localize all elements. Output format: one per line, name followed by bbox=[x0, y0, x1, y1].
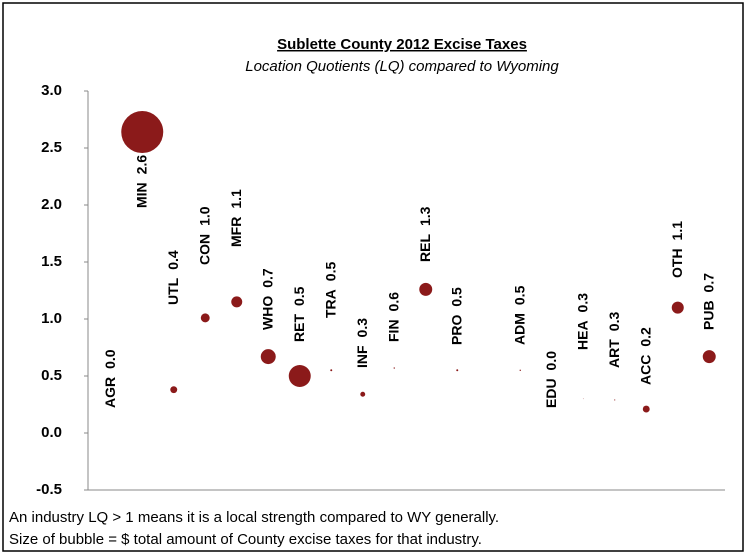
point-label: PRO 0.5 bbox=[448, 287, 464, 345]
point-label: RET 0.5 bbox=[290, 286, 306, 342]
category-label: HEA bbox=[574, 320, 590, 350]
category-label: PRO bbox=[448, 315, 464, 345]
category-label: PUB bbox=[700, 300, 716, 330]
y-tick-label: 2.5 bbox=[41, 139, 62, 156]
point-label: UTL 0.4 bbox=[164, 250, 180, 305]
value-label: 0.6 bbox=[385, 292, 401, 312]
value-label: 1.1 bbox=[227, 189, 243, 209]
point-label: CON 1.0 bbox=[196, 206, 212, 265]
point-label: WHO 0.7 bbox=[259, 268, 275, 330]
value-label: 1.1 bbox=[668, 221, 684, 241]
bubble bbox=[519, 369, 521, 372]
bubble bbox=[419, 282, 433, 296]
bubble bbox=[170, 386, 178, 394]
value-label: 0.5 bbox=[322, 262, 338, 282]
category-label: MFR bbox=[227, 217, 243, 247]
category-label: ACC bbox=[637, 355, 653, 385]
point-label: HEA 0.3 bbox=[574, 293, 590, 350]
value-label: 0.2 bbox=[637, 327, 653, 347]
category-label: INF bbox=[353, 345, 369, 368]
value-label: 0.7 bbox=[259, 268, 275, 288]
category-label: TRA bbox=[322, 289, 338, 318]
category-label: ART bbox=[605, 339, 621, 368]
category-label: WHO bbox=[259, 296, 275, 330]
bubble bbox=[582, 398, 584, 400]
point-label: OTH 1.1 bbox=[668, 221, 684, 278]
bubble bbox=[231, 296, 243, 308]
y-tick-label: -0.5 bbox=[36, 481, 62, 498]
point-label: TRA 0.5 bbox=[322, 262, 338, 318]
bubble bbox=[642, 405, 650, 413]
category-label: ADM bbox=[511, 313, 527, 345]
point-label: FIN 0.6 bbox=[385, 292, 401, 342]
bubble bbox=[456, 369, 459, 372]
point-label: MFR 1.1 bbox=[227, 189, 243, 247]
y-tick-label: 0.5 bbox=[41, 367, 62, 384]
value-label: 1.3 bbox=[416, 206, 432, 226]
y-tick-label: 3.0 bbox=[41, 82, 62, 99]
bubble bbox=[614, 399, 616, 401]
bubble bbox=[121, 111, 164, 154]
bubble bbox=[288, 365, 311, 387]
note: Size of bubble = $ total amount of Count… bbox=[9, 531, 482, 548]
point-label: AGR 0.0 bbox=[101, 349, 117, 408]
point-label: REL 1.3 bbox=[416, 206, 432, 262]
value-label: 0.5 bbox=[511, 285, 527, 305]
value-label: 0.4 bbox=[164, 250, 180, 270]
category-label: FIN bbox=[385, 319, 401, 342]
category-label: AGR bbox=[101, 377, 117, 408]
point-label: EDU 0.0 bbox=[542, 351, 558, 408]
category-label: EDU bbox=[542, 378, 558, 408]
category-label: REL bbox=[416, 234, 432, 262]
bubble bbox=[393, 367, 395, 369]
value-label: 0.3 bbox=[353, 318, 369, 338]
value-label: 0.5 bbox=[290, 286, 306, 306]
point-label: ACC 0.2 bbox=[637, 327, 653, 385]
value-label: 0.7 bbox=[700, 273, 716, 293]
category-label: CON bbox=[196, 234, 212, 265]
bubble bbox=[330, 369, 333, 372]
point-label: INF 0.3 bbox=[353, 318, 369, 368]
bubble bbox=[702, 350, 716, 364]
value-label: 0.5 bbox=[448, 287, 464, 307]
category-label: UTL bbox=[164, 277, 180, 305]
point-label: ADM 0.5 bbox=[511, 285, 527, 345]
point-label: ART 0.3 bbox=[605, 312, 621, 368]
note: An industry LQ > 1 means it is a local s… bbox=[9, 509, 499, 526]
y-tick-label: 2.0 bbox=[41, 196, 62, 213]
value-label: 1.0 bbox=[196, 206, 212, 226]
category-label: OTH bbox=[668, 248, 684, 278]
value-label: 0.0 bbox=[101, 349, 117, 369]
bubble bbox=[360, 391, 366, 397]
bubble bbox=[260, 349, 276, 365]
point-label: MIN 2.6 bbox=[133, 155, 149, 208]
y-tick-label: 1.5 bbox=[41, 253, 62, 270]
y-tick-label: 1.0 bbox=[41, 310, 62, 327]
category-label: MIN bbox=[133, 182, 149, 208]
value-label: 2.6 bbox=[133, 155, 149, 175]
bubble bbox=[200, 313, 210, 323]
category-label: RET bbox=[290, 314, 306, 342]
y-tick-label: 0.0 bbox=[41, 424, 62, 441]
value-label: 0.3 bbox=[574, 293, 590, 313]
chart-title: Sublette County 2012 Excise Taxes bbox=[277, 36, 527, 53]
point-label: PUB 0.7 bbox=[700, 273, 716, 330]
bubble bbox=[671, 301, 684, 314]
value-label: 0.3 bbox=[605, 312, 621, 332]
value-label: 0.0 bbox=[542, 351, 558, 371]
chart-subtitle: Location Quotients (LQ) compared to Wyom… bbox=[245, 58, 559, 75]
